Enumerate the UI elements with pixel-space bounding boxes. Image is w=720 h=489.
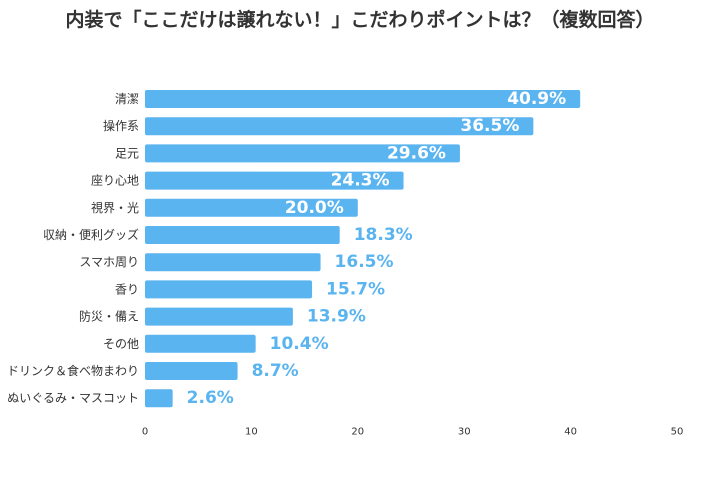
value-label-6: 16.5%: [335, 252, 394, 272]
bar-4: [145, 198, 358, 217]
x-tick-label-4: 40: [564, 427, 577, 438]
x-tick-label-1: 10: [245, 427, 258, 438]
value-label-3: 24.3%: [331, 171, 390, 191]
bar-6: [145, 253, 321, 272]
category-label-0: 清潔: [115, 92, 139, 106]
category-label-4: 視界・光: [91, 200, 139, 215]
value-label-4: 20.0%: [285, 198, 344, 218]
bar-9: [145, 334, 256, 353]
category-label-10: ドリンク＆食べ物まわり: [7, 363, 139, 378]
category-label-5: 収納・便利グッズ: [43, 227, 139, 242]
bar-11: [145, 389, 173, 408]
bar-3: [145, 171, 404, 190]
category-label-9: その他: [103, 337, 139, 351]
category-label-11: ぬいぐるみ・マスコット: [7, 391, 139, 405]
value-label-7: 15.7%: [326, 279, 385, 299]
bar-8: [145, 307, 293, 326]
bar-2: [145, 144, 460, 163]
category-label-2: 足元: [115, 146, 139, 160]
category-label-8: 防災・備え: [79, 309, 139, 324]
chart-title: 内装で「ここだけは譲れない！」こだわりポイントは？（複数回答）: [65, 9, 655, 31]
value-label-5: 18.3%: [354, 225, 413, 245]
category-label-3: 座り心地: [91, 173, 139, 188]
bar-5: [145, 226, 340, 244]
value-label-1: 36.5%: [460, 116, 519, 136]
x-tick-label-5: 50: [671, 427, 684, 438]
x-tick-label-2: 20: [351, 427, 364, 438]
bar-1: [145, 117, 534, 136]
value-label-9: 10.4%: [270, 334, 329, 354]
category-label-6: スマホ周り: [79, 255, 139, 269]
x-tick-label-3: 30: [458, 427, 471, 438]
bar-10: [145, 362, 238, 380]
x-tick-label-0: 0: [142, 427, 148, 438]
value-label-11: 2.6%: [187, 388, 234, 408]
value-label-8: 13.9%: [307, 307, 366, 327]
value-label-10: 8.7%: [252, 361, 299, 381]
value-label-2: 29.6%: [387, 143, 446, 163]
value-label-0: 40.9%: [507, 89, 566, 109]
category-label-7: 香り: [115, 282, 139, 296]
bar-7: [145, 280, 313, 299]
bar-0: [145, 90, 581, 108]
category-label-1: 操作系: [103, 118, 139, 133]
